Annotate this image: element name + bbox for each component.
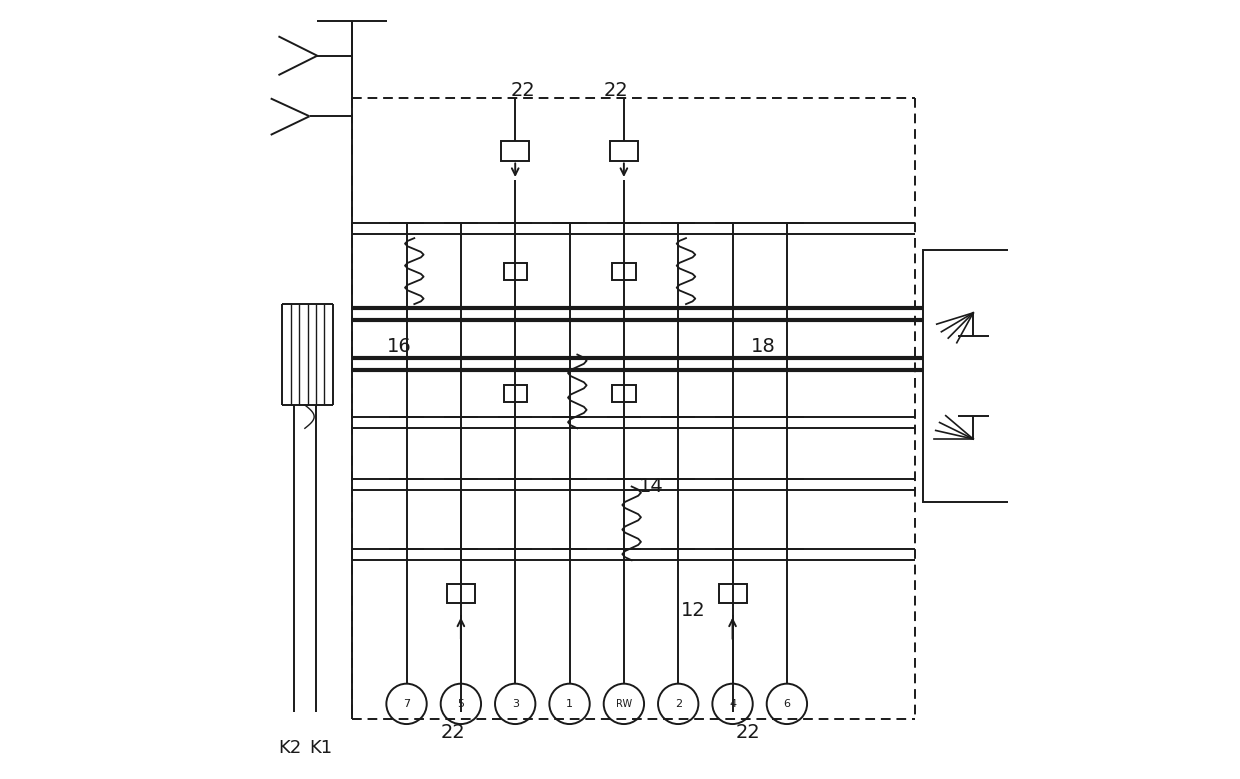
Text: 22: 22 (440, 723, 465, 742)
Text: 22: 22 (511, 81, 536, 100)
Text: 4: 4 (729, 699, 737, 709)
Text: K2: K2 (279, 739, 301, 757)
Text: 14: 14 (639, 477, 663, 496)
Text: 5: 5 (458, 699, 464, 709)
Text: 1: 1 (565, 699, 573, 709)
Text: 3: 3 (512, 699, 518, 709)
Text: 16: 16 (387, 337, 412, 356)
Bar (613, 263, 636, 280)
Bar (503, 385, 527, 402)
Bar (446, 583, 475, 603)
Text: 12: 12 (681, 601, 706, 620)
Bar (719, 583, 746, 603)
Bar (610, 141, 637, 160)
Text: 7: 7 (403, 699, 410, 709)
Text: 22: 22 (735, 723, 760, 742)
Text: 2: 2 (675, 699, 682, 709)
Text: K1: K1 (310, 739, 332, 757)
Text: 22: 22 (604, 81, 629, 100)
Bar (923, 250, 1024, 502)
Text: 6: 6 (784, 699, 790, 709)
Bar (1024, 250, 1125, 502)
Bar (503, 263, 527, 280)
Bar (613, 385, 636, 402)
Text: 18: 18 (751, 337, 776, 356)
Bar (501, 141, 529, 160)
Text: RW: RW (616, 699, 632, 709)
